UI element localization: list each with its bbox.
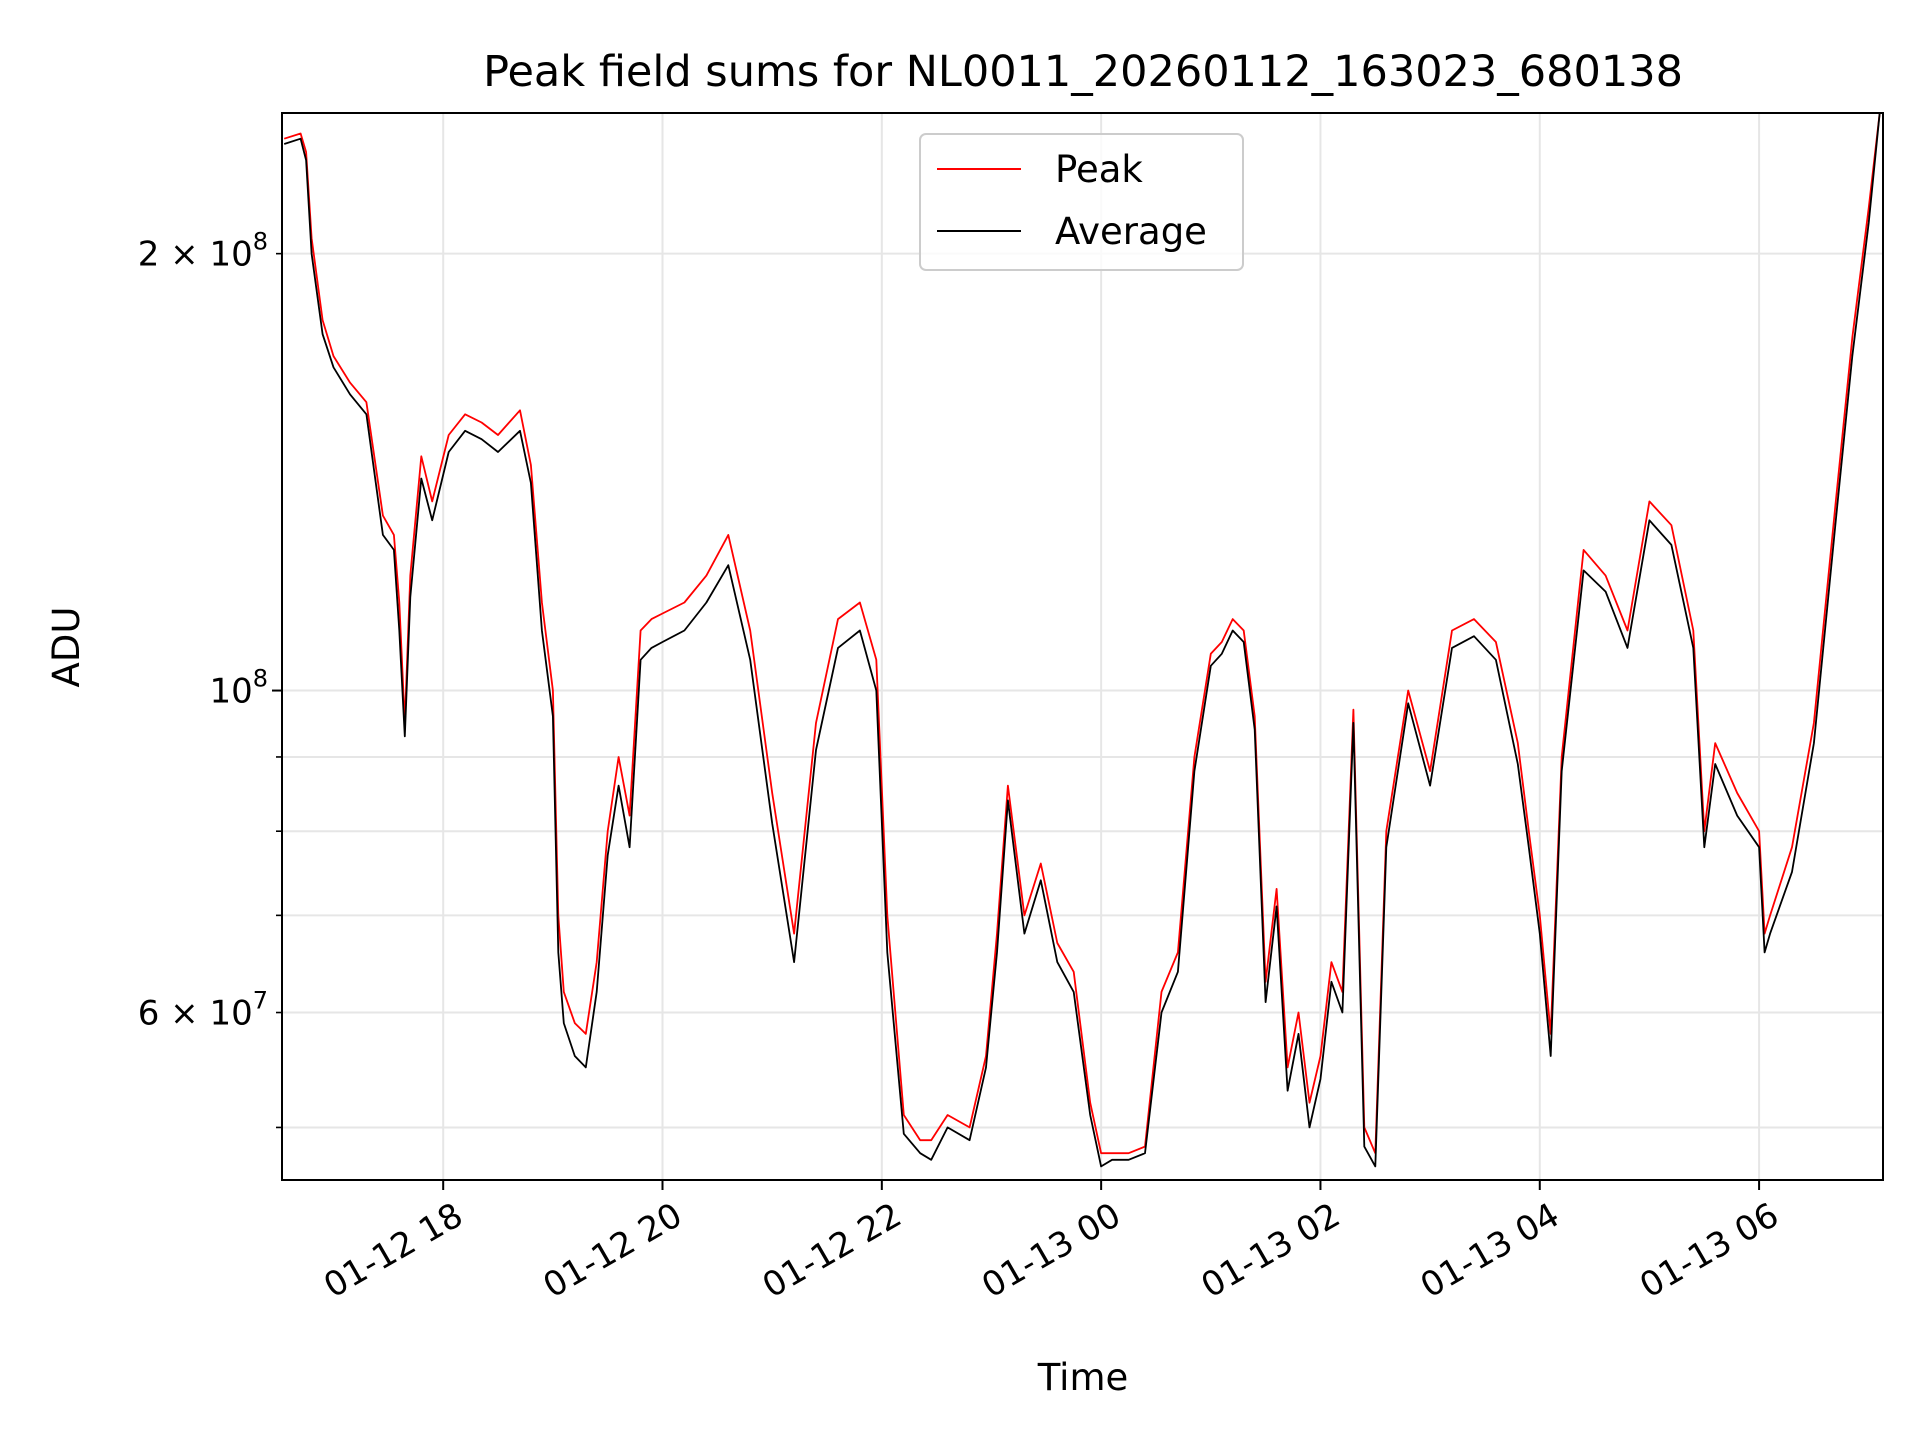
legend-label-peak: Peak (1055, 148, 1143, 191)
legend-label-average: Average (1055, 210, 1207, 253)
y-tick-label: 108 (209, 665, 268, 712)
y-axis-label: ADU (45, 607, 88, 688)
y-tick-times: × 10 (159, 994, 252, 1034)
y-tick-mantissa: 6 (138, 994, 160, 1034)
y-tick-mantissa: 2 (138, 235, 160, 275)
y-tick-times: × 10 (159, 235, 252, 275)
grid-lines (282, 113, 1883, 1180)
y-tick-exponent: 8 (253, 228, 268, 256)
y-tick-label: 2 × 108 (138, 228, 268, 275)
chart-title: Peak field sums for NL0011_20260112_1630… (483, 47, 1683, 97)
plot-area (283, 113, 1881, 1168)
y-tick-label: 6 × 107 (138, 987, 268, 1034)
x-axis-label: Time (1037, 1356, 1129, 1399)
series-line-average (283, 113, 1881, 1168)
y-tick-base: 10 (209, 672, 252, 712)
y-tick-exponent: 7 (253, 987, 268, 1015)
axes-frame (281, 112, 1884, 1181)
legend: Peak Average (919, 133, 1244, 271)
y-tick-exponent: 8 (253, 665, 268, 693)
